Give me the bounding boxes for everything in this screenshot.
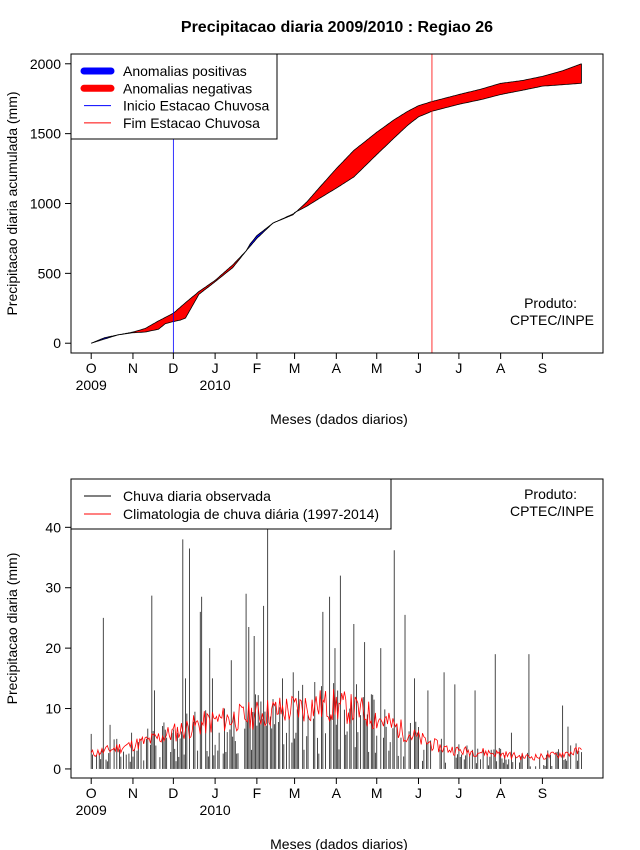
x-tick-label: F [253,360,262,376]
x-tick-label: J [212,785,219,801]
x-tick-label: A [496,360,506,376]
product-annotation: CPTEC/INPE [510,312,594,328]
chart-title: Precipitacao diaria 2009/2010 : Regiao 2… [181,19,493,36]
x-tick-label: O [86,360,97,376]
daily-panel: Chuva diaria observada Climatologia de ch… [4,478,604,850]
x-tick-label: F [253,785,262,801]
x-tick-label: M [371,785,383,801]
y-tick-label: 40 [45,519,61,535]
x-tick-label: M [289,360,301,376]
year-label: 2010 [200,802,231,818]
product-annotation: CPTEC/INPE [510,503,594,519]
y-axis-label: Precipitacao diaria (mm) [4,553,20,705]
legend-entry: Fim Estacao Chuvosa [123,115,260,131]
year-label: 2010 [200,377,231,393]
x-tick-label: J [455,360,462,376]
y-tick-label: 1500 [30,126,61,142]
legend-entry: Anomalias negativas [123,80,252,96]
x-axis-label: Meses (dados diarios) [270,836,408,850]
legend-entry: Chuva diaria observada [123,488,271,504]
x-tick-label: S [538,360,547,376]
x-tick-label: A [496,785,506,801]
x-tick-label: J [415,360,422,376]
year-label: 2009 [76,802,107,818]
y-tick-label: 30 [45,580,61,596]
negative-anomaly-area [119,252,245,335]
observed-cumulative-line [91,82,582,344]
year-label: 2009 [76,377,107,393]
x-tick-label: D [168,360,178,376]
x-tick-label: N [128,785,138,801]
y-axis-label: Precipitacao diaria acumulada (mm) [4,91,20,315]
legend: Chuva diaria observada Climatologia de ch… [70,478,392,530]
x-tick-label: A [332,785,342,801]
y-tick-label: 10 [45,701,61,717]
legend-entry: Inicio Estacao Chuvosa [123,98,270,114]
x-tick-label: O [86,785,97,801]
y-tick-label: 2000 [30,56,61,72]
legend-box [70,478,392,530]
climatology-daily-line [90,689,582,761]
y-tick-label: 500 [38,265,62,281]
x-tick-label: J [455,785,462,801]
negative-anomaly-area [297,63,582,212]
legend-entry: Climatologia de chuva diária (1997-2014) [123,506,379,522]
x-tick-label: D [168,785,178,801]
y-tick-label: 0 [53,335,61,351]
x-tick-label: M [289,785,301,801]
climatology-cumulative-line [91,63,582,344]
legend-entry: Anomalias positivas [123,63,247,79]
x-tick-label: M [371,360,383,376]
x-tick-label: S [538,785,547,801]
x-tick-label: N [128,360,138,376]
y-tick-label: 0 [53,761,61,777]
x-tick-label: J [415,785,422,801]
x-tick-label: J [212,360,219,376]
y-tick-label: 1000 [30,196,61,212]
y-tick-label: 20 [45,640,61,656]
x-tick-label: A [332,360,342,376]
plot-frame [70,478,604,779]
product-annotation: Produto: [524,295,577,311]
x-axis-label: Meses (dados diarios) [270,411,408,427]
product-annotation: Produto: [524,486,577,502]
observed-daily-bars [90,527,582,769]
